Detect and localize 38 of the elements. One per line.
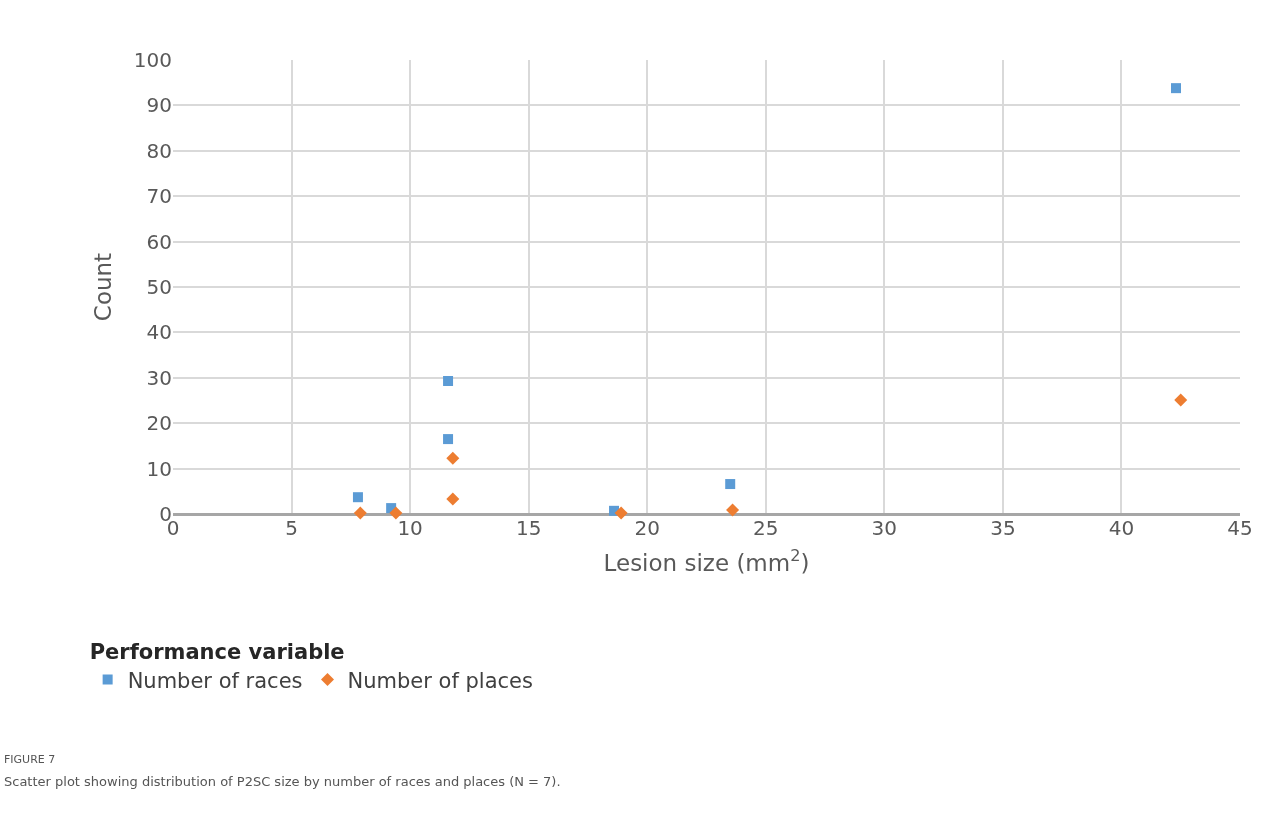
legend-label: Number of places: [347, 668, 533, 693]
point: [389, 506, 403, 520]
x-tick-label: 45: [1227, 516, 1253, 540]
y-tick-label: 10: [146, 456, 172, 481]
point: [446, 492, 460, 506]
x-tick-label: 30: [871, 516, 898, 540]
y-tick-label: 80: [146, 138, 172, 163]
text: Scatter plot showing distribution of P2SC size by number of races and places (N = 7).: [4, 774, 561, 789]
y-tick-label: 70: [146, 184, 172, 209]
y-tick-label: 40: [146, 320, 172, 345]
x-tick-label: 40: [1108, 516, 1135, 540]
point: [614, 506, 628, 520]
y-tick-label: 60: [146, 229, 172, 254]
legend-label: Number of races: [127, 668, 303, 693]
x-tick-label: 5: [285, 516, 298, 540]
y-tick-label: 20: [146, 411, 172, 436]
y-tick-label: 100: [133, 48, 172, 72]
x-tick-label: 20: [634, 516, 660, 540]
x-tick-label: 25: [753, 516, 779, 540]
x-tick-label: 35: [990, 516, 1016, 540]
point: [443, 375, 454, 386]
y-tick-label: 90: [146, 93, 172, 118]
point: [353, 506, 367, 520]
y-tick-label: 30: [146, 365, 172, 390]
y-tick-label: 50: [146, 275, 172, 299]
x-axis-title: Lesion size (mm$^{2}$): [603, 545, 810, 576]
point: [352, 492, 363, 503]
x-tick-label: 15: [515, 516, 542, 540]
point: [446, 451, 460, 465]
legend-title: Performance variable: [89, 640, 345, 665]
point: [725, 479, 736, 490]
point: [1174, 393, 1188, 407]
y-axis-title: Count: [90, 252, 117, 322]
x-tick-label: 10: [397, 516, 423, 540]
point: [443, 434, 454, 445]
point: [726, 503, 740, 517]
caption: FIGURE 7: [4, 753, 56, 766]
point: [1170, 83, 1181, 94]
